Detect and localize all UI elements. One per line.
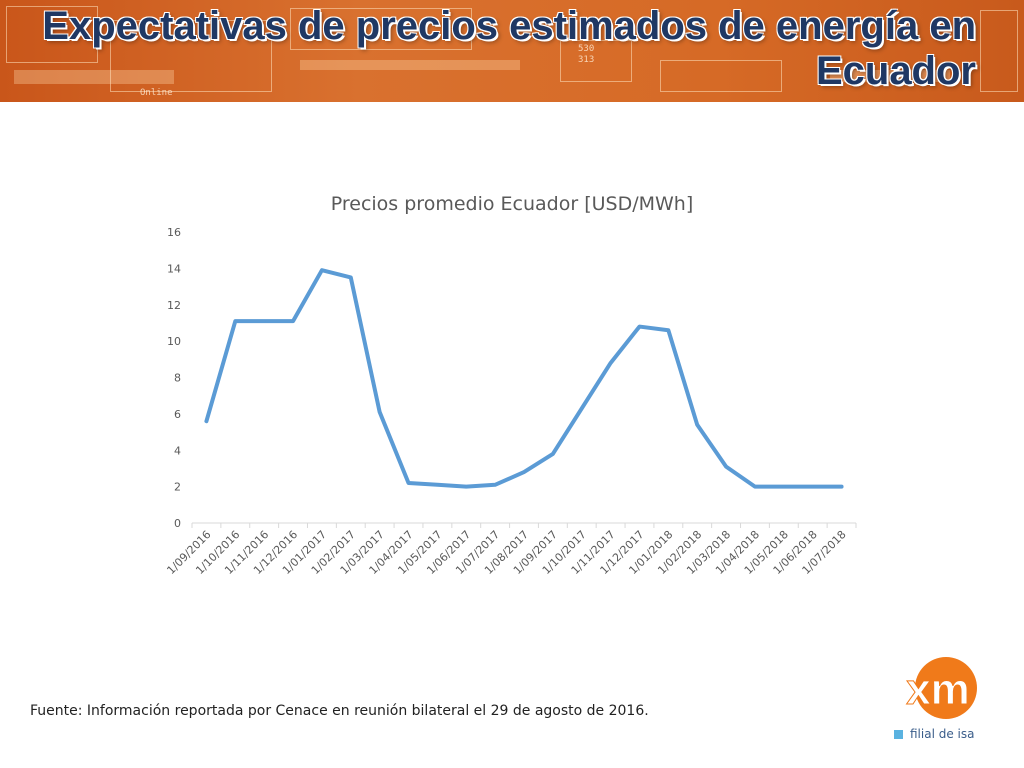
title-banner: 530 313 Online Expectativas de precios e… [0,0,1024,102]
data-point [782,485,786,489]
data-point [407,481,411,485]
banner-screen-panel [560,40,632,82]
y-tick-label: 14 [167,262,181,275]
y-tick-label: 16 [167,226,181,239]
logo-tagline: filial de isa [910,727,975,741]
data-point [609,361,613,365]
logo-square-icon [894,730,903,739]
banner-screen-panel [660,60,782,92]
data-point [435,483,439,487]
data-point [753,485,757,489]
xm-logo: xm [906,657,977,719]
data-point [522,470,526,474]
data-point [695,423,699,427]
logo-circle [915,657,977,719]
data-point [811,485,815,489]
y-tick-label: 2 [174,481,181,494]
data-point [580,406,584,410]
data-point [320,268,324,272]
data-point [666,328,670,332]
data-point [724,465,728,469]
data-point [637,325,641,329]
banner-screen-panel [6,6,98,63]
logo-mark: xm [906,665,970,714]
banner-screen-panel [830,70,950,82]
banner-screen-text: 313 [578,55,595,65]
data-point [204,419,208,423]
y-tick-label: 10 [167,335,181,348]
data-point [378,410,382,414]
source-note: Fuente: Información reportada por Cenace… [30,703,649,719]
y-tick-label: 12 [167,299,181,312]
data-point [464,485,468,489]
banner-screen-panel [290,8,472,50]
data-point [551,452,555,456]
data-point [291,319,295,323]
banner-screen-panel [300,60,520,70]
line-chart: Precios promedio Ecuador [USD/MWh] 0 2 4 6 8 1… [164,193,857,577]
data-point [349,275,353,279]
slide-title: Expectativas de precios estimados de ene… [42,4,976,93]
banner-screen-text: Online [140,88,173,98]
banner-screen-text: 530 [578,44,595,54]
banner-screen-panel [980,10,1018,92]
banner-screen-panel [110,20,272,92]
banner-screen-panel [14,70,174,84]
chart-title: Precios promedio Ecuador [USD/MWh] [331,193,694,215]
y-tick-label: 0 [174,517,181,530]
data-point [262,319,266,323]
data-point [840,485,844,489]
y-tick-label: 6 [174,408,181,421]
data-point [233,319,237,323]
y-tick-label: 8 [174,372,181,385]
data-point [493,483,497,487]
y-tick-label: 4 [174,444,181,457]
series-line [204,268,844,489]
